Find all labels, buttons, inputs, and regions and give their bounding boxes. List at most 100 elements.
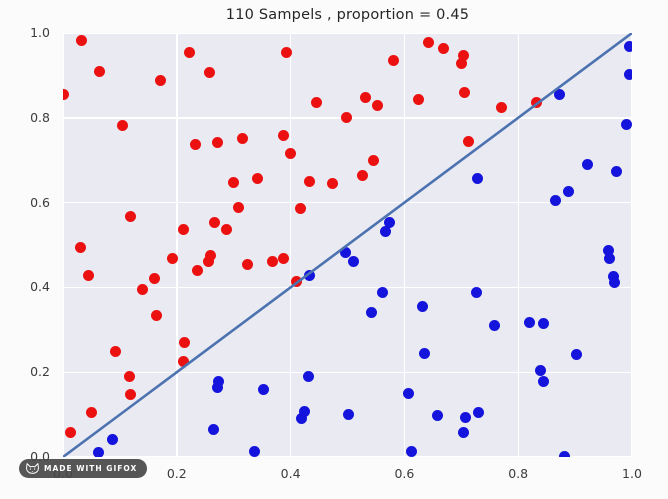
scatter-point-red	[531, 96, 543, 108]
scatter-point-red	[117, 119, 129, 131]
scatter-point-blue	[623, 69, 632, 81]
diagonal-line	[63, 33, 632, 457]
scatter-point-red	[192, 264, 204, 276]
x-tick-label: 1.0	[622, 466, 642, 481]
gridline-horizontal	[63, 371, 632, 373]
scatter-point-blue	[581, 159, 593, 171]
scatter-point-red	[457, 49, 469, 61]
scatter-point-red	[285, 148, 297, 160]
scatter-point-red	[277, 130, 289, 142]
scatter-point-red	[281, 47, 293, 59]
diagonal-line-path	[63, 33, 632, 457]
scatter-point-blue	[563, 185, 575, 197]
scatter-point-red	[412, 94, 424, 106]
scatter-point-blue	[432, 410, 444, 422]
scatter-point-red	[82, 270, 94, 282]
scatter-point-red	[63, 89, 69, 101]
scatter-point-red	[177, 355, 189, 367]
scatter-point-blue	[558, 450, 570, 457]
scatter-point-red	[124, 388, 136, 400]
scatter-point-blue	[211, 381, 223, 393]
scatter-point-blue	[258, 383, 270, 395]
scatter-point-red	[311, 97, 323, 109]
gridline-vertical	[403, 33, 406, 457]
chart-title: 110 Sampels , proportion = 0.45	[225, 7, 470, 23]
gridline-vertical	[517, 33, 519, 457]
scatter-point-blue	[416, 301, 428, 313]
scatter-point-red	[456, 57, 468, 69]
x-tick-label: 0.2	[166, 466, 187, 481]
scatter-point-red	[123, 370, 135, 382]
gridline-vertical	[63, 33, 64, 457]
scatter-point-red	[277, 253, 289, 265]
fox-icon	[26, 463, 39, 474]
scatter-point-red	[422, 36, 434, 48]
scatter-point-red	[359, 92, 371, 104]
scatter-point-red	[221, 224, 233, 236]
scatter-point-blue	[549, 195, 561, 207]
scatter-point-blue	[377, 287, 389, 299]
x-tick-label: 0.6	[394, 466, 415, 481]
scatter-point-blue	[620, 118, 632, 130]
scatter-point-red	[94, 65, 106, 77]
gridline-horizontal	[63, 201, 632, 204]
scatter-point-red	[294, 202, 306, 214]
scatter-point-blue	[419, 347, 431, 359]
scatter-point-blue	[107, 433, 118, 445]
scatter-point-blue	[340, 247, 352, 259]
scatter-point-blue	[296, 413, 308, 425]
scatter-point-blue	[343, 408, 355, 420]
scatter-point-red	[148, 273, 160, 285]
scatter-point-blue	[473, 407, 485, 419]
scatter-point-red	[184, 47, 196, 59]
scatter-point-red	[251, 172, 263, 184]
scatter-point-blue	[571, 349, 583, 361]
scatter-point-red	[178, 337, 190, 349]
watermark-label: MADE WITH GIFOX	[44, 464, 138, 473]
scatter-point-red	[203, 256, 215, 268]
scatter-point-blue	[609, 277, 621, 289]
gridline-horizontal	[63, 456, 632, 457]
scatter-point-blue	[537, 375, 549, 387]
scatter-point-red	[85, 406, 97, 418]
scatter-point-blue	[92, 446, 104, 457]
scatter-point-red	[242, 259, 254, 271]
scatter-point-blue	[537, 317, 549, 329]
scatter-point-red	[154, 75, 166, 87]
scatter-point-blue	[602, 245, 614, 257]
scatter-point-red	[167, 252, 179, 264]
scatter-point-blue	[207, 423, 219, 435]
scatter-point-red	[267, 255, 279, 267]
scatter-point-blue	[379, 225, 391, 237]
scatter-point-red	[341, 112, 353, 124]
scatter-point-blue	[249, 446, 261, 457]
scatter-point-blue	[554, 89, 566, 101]
scatter-point-blue	[470, 286, 482, 298]
scatter-point-blue	[623, 40, 632, 52]
y-tick-label: 0.8	[30, 109, 50, 125]
gridline-vertical	[176, 33, 178, 457]
x-tick-label: 0.8	[508, 466, 529, 481]
scatter-point-red	[367, 154, 379, 166]
scatter-point-blue	[347, 255, 359, 267]
scatter-point-red	[232, 202, 244, 214]
scatter-point-blue	[366, 307, 378, 319]
scatter-point-red	[177, 224, 189, 236]
scatter-point-red	[124, 210, 136, 222]
scatter-point-blue	[304, 269, 316, 281]
scatter-point-red	[211, 137, 223, 149]
scatter-point-red	[371, 99, 383, 111]
scatter-point-red	[136, 284, 148, 296]
scatter-point-red	[237, 132, 249, 144]
gifox-watermark: MADE WITH GIFOX	[19, 459, 148, 478]
scatter-point-red	[151, 310, 163, 322]
gridline-horizontal	[63, 286, 632, 289]
scatter-point-red	[189, 139, 201, 151]
gridline-vertical	[631, 33, 632, 457]
scatter-point-red	[205, 249, 217, 261]
scatter-point-blue	[604, 252, 616, 264]
scatter-point-red	[387, 54, 399, 66]
scatter-point-blue	[523, 316, 535, 328]
scatter-point-blue	[489, 320, 501, 332]
